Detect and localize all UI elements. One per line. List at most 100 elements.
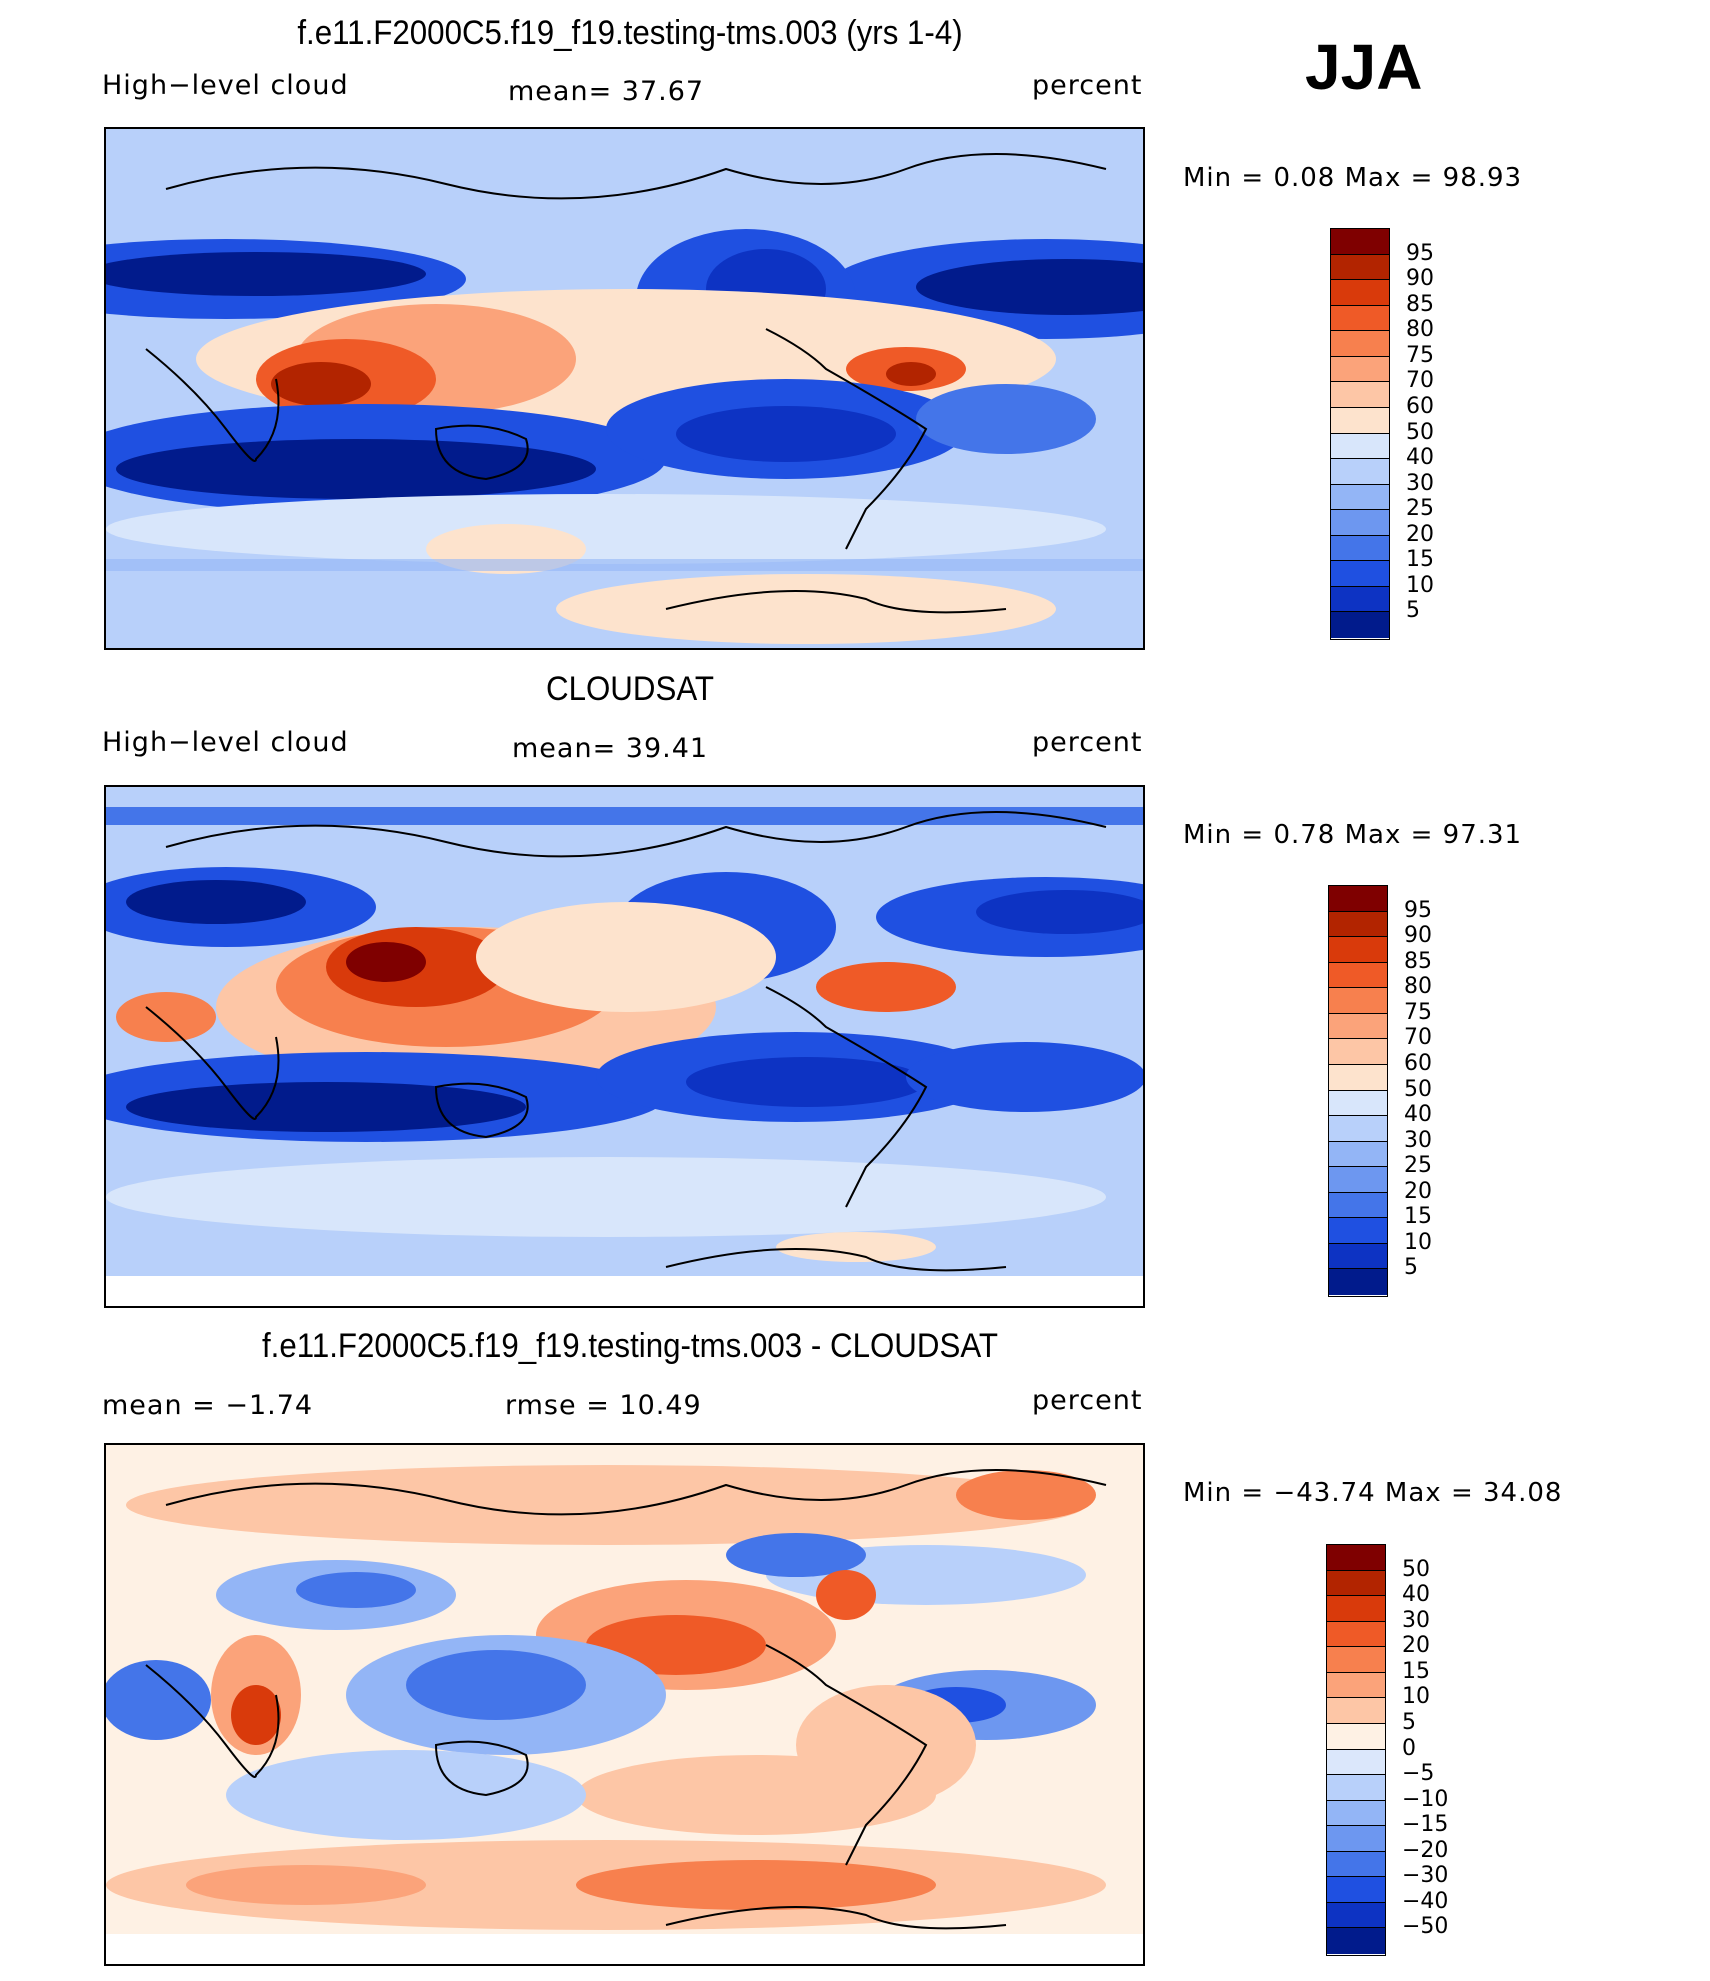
colorbar-swatch [1329,1090,1387,1117]
panel-1-map [104,127,1145,650]
colorbar-tick-label: 30 [1404,1127,1432,1153]
colorbar-tick-label: 95 [1406,240,1434,266]
colorbar-tick-label: 10 [1404,1229,1432,1255]
colorbar-tick-label: 60 [1406,393,1434,419]
colorbar-swatch [1327,1621,1385,1648]
panel-1-title: f.e11.F2000C5.f19_f19.testing-tms.003 (y… [297,14,963,52]
colorbar-swatch [1331,586,1389,613]
panel-1-variable-label: High−level cloud [102,70,349,101]
panel-3-rmse-label: rmse = 10.49 [505,1390,702,1421]
panel-3-colorbar [1326,1544,1386,1956]
colorbar-swatch [1329,1218,1387,1244]
colorbar-tick-label: 30 [1406,470,1434,496]
panel-2-units-label: percent [1032,727,1143,758]
colorbar-swatch [1327,1723,1385,1750]
colorbar-swatch [1329,1167,1387,1193]
colorbar-swatch [1327,1902,1385,1929]
colorbar-tick-label: 10 [1402,1684,1430,1710]
panel-3-mean-label: mean = −1.74 [102,1390,314,1421]
colorbar-tick-label: 90 [1404,923,1432,949]
colorbar-tick-label: 90 [1406,266,1434,292]
panel-2-field [106,787,1143,1306]
colorbar-swatch [1331,407,1389,434]
colorbar-swatch [1331,612,1389,638]
colorbar-tick-label: 5 [1402,1709,1416,1735]
colorbar-swatch [1329,1243,1387,1270]
colorbar-swatch [1327,1826,1385,1852]
panel-3-minmax: Min = −43.74 Max = 34.08 [1183,1478,1563,1508]
colorbar-tick-label: 50 [1404,1076,1432,1102]
colorbar-swatch [1329,1116,1387,1142]
colorbar-swatch [1327,1800,1385,1827]
panel-2-mean-label: mean= 39.41 [512,733,709,764]
colorbar-swatch [1329,937,1387,963]
colorbar-tick-label: 15 [1402,1658,1430,1684]
colorbar-tick-label: 50 [1402,1556,1430,1582]
colorbar-swatch [1331,254,1389,281]
colorbar-swatch [1327,1775,1385,1801]
colorbar-swatch [1329,1064,1387,1091]
colorbar-tick-label: 15 [1406,547,1434,573]
colorbar-tick-label: 85 [1406,291,1434,317]
panel-2-map [104,785,1145,1308]
colorbar-tick-label: 5 [1404,1255,1418,1281]
colorbar-tick-label: 80 [1404,974,1432,1000]
panel-3-map [104,1443,1145,1966]
panel-2-title: CLOUDSAT [545,670,715,708]
colorbar-tick-label: 50 [1406,419,1434,445]
colorbar-swatch [1329,1269,1387,1295]
colorbar-swatch [1331,229,1389,255]
colorbar-tick-label: 85 [1404,948,1432,974]
colorbar-swatch [1329,988,1387,1014]
panel-2-minmax: Min = 0.78 Max = 97.31 [1183,820,1523,850]
colorbar-swatch [1327,1851,1385,1878]
colorbar-tick-label: −10 [1402,1786,1449,1812]
colorbar-tick-label: 80 [1406,317,1434,343]
colorbar-swatch [1329,1192,1387,1219]
colorbar-swatch [1331,433,1389,460]
colorbar-tick-label: −50 [1402,1914,1449,1940]
colorbar-swatch [1327,1672,1385,1699]
colorbar-tick-label: 60 [1404,1050,1432,1076]
colorbar-tick-label: 10 [1406,572,1434,598]
colorbar-swatch [1327,1596,1385,1622]
colorbar-swatch [1327,1877,1385,1903]
colorbar-swatch [1331,382,1389,408]
panel-2-colorbar [1328,885,1388,1297]
colorbar-swatch [1331,331,1389,357]
colorbar-tick-label: 75 [1406,342,1434,368]
colorbar-tick-label: −40 [1402,1888,1449,1914]
colorbar-tick-label: −15 [1402,1812,1449,1838]
panel-1-units-label: percent [1032,70,1143,101]
panel-3-title: f.e11.F2000C5.f19_f19.testing-tms.003 - … [261,1327,999,1365]
colorbar-swatch [1329,911,1387,938]
colorbar-tick-label: 5 [1406,598,1420,624]
colorbar-tick-label: 20 [1404,1178,1432,1204]
colorbar-tick-label: −20 [1402,1837,1449,1863]
colorbar-tick-label: −5 [1402,1761,1435,1787]
colorbar-swatch [1327,1570,1385,1597]
colorbar-tick-label: 40 [1404,1102,1432,1128]
colorbar-swatch [1331,561,1389,587]
colorbar-swatch [1331,280,1389,306]
colorbar-tick-label: 70 [1406,368,1434,394]
colorbar-tick-label: 20 [1406,521,1434,547]
colorbar-tick-label: 40 [1402,1582,1430,1608]
colorbar-tick-label: −30 [1402,1863,1449,1889]
colorbar-tick-label: 25 [1404,1153,1432,1179]
panel-3-field [106,1445,1143,1964]
panel-1-minmax: Min = 0.08 Max = 98.93 [1183,163,1523,193]
colorbar-swatch [1331,356,1389,383]
panel-3-units-label: percent [1032,1385,1143,1416]
colorbar-swatch [1327,1698,1385,1724]
colorbar-tick-label: 25 [1406,496,1434,522]
colorbar-tick-label: 15 [1404,1204,1432,1230]
colorbar-swatch [1329,962,1387,989]
colorbar-tick-label: 40 [1406,445,1434,471]
season-label: JJA [1305,31,1423,103]
colorbar-swatch [1329,1039,1387,1065]
colorbar-tick-label: 70 [1404,1025,1432,1051]
colorbar-swatch [1329,1141,1387,1168]
colorbar-swatch [1331,510,1389,536]
colorbar-swatch [1331,305,1389,332]
